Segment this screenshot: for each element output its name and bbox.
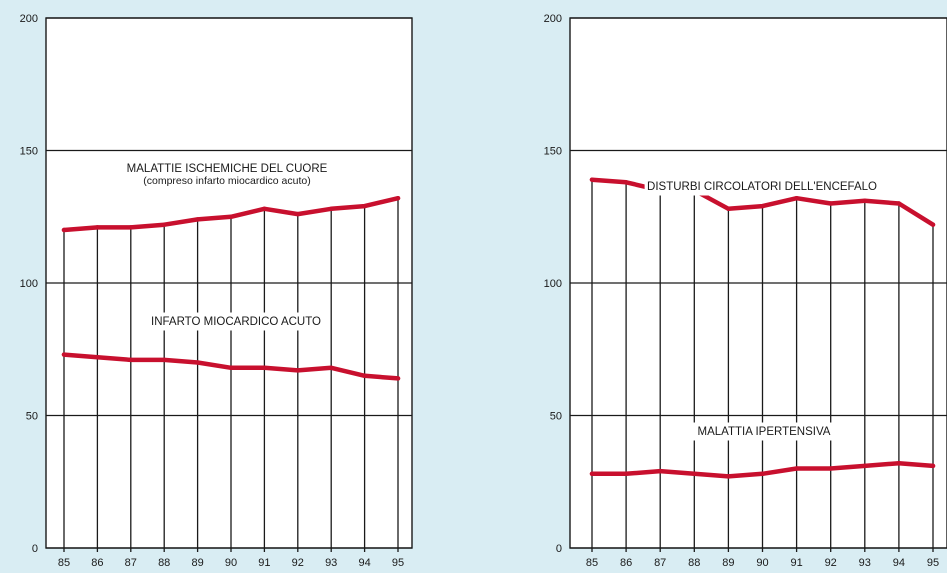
x-tick-label: 90 — [756, 557, 768, 569]
y-tick-label: 150 — [544, 146, 562, 158]
x-tick-label: 89 — [722, 557, 734, 569]
data-point — [794, 466, 799, 471]
data-point — [262, 365, 267, 370]
x-tick-label: 87 — [125, 557, 137, 569]
data-point — [195, 217, 200, 222]
y-tick-label: 100 — [544, 278, 562, 290]
data-point — [896, 201, 902, 206]
x-tick-label: 86 — [620, 557, 632, 569]
data-point — [162, 222, 167, 227]
annotation-text: DISTURBI CIRCOLATORI DELL'ENCEFALO — [647, 181, 877, 193]
data-point — [228, 365, 234, 370]
data-point — [395, 376, 401, 381]
data-point — [862, 198, 867, 204]
data-point — [589, 177, 595, 182]
data-point — [329, 365, 334, 370]
annotation-background — [116, 159, 338, 190]
x-tick-label: 90 — [225, 557, 237, 569]
annotation-text: (compreso infarto miocardico acuto) — [143, 175, 310, 187]
x-tick-label: 88 — [688, 557, 700, 569]
plot-frame — [569, 17, 947, 549]
x-tick-label: 89 — [191, 557, 203, 569]
x-tick-label: 92 — [825, 557, 837, 569]
plot-frame — [45, 17, 413, 549]
annotation-1: MALATTIE ISCHEMICHE DEL CUORE(compreso i… — [116, 159, 338, 190]
y-tick-label: 150 — [20, 146, 38, 158]
chart-1: 0 50 100 150 200 85 86 87 88 89 90 91 92 93 94 95 MALATT… — [20, 13, 413, 569]
x-tick-label: 93 — [325, 557, 337, 569]
x-tick-label: 94 — [893, 557, 905, 569]
annotation-2: MALATTIA IPERTENSIVA — [693, 422, 835, 441]
annotation-text: MALATTIA IPERTENSIVA — [698, 426, 831, 438]
data-point — [61, 227, 67, 233]
annotation-text: INFARTO MIOCARDICO ACUTO — [151, 316, 321, 328]
x-tick-label: 85 — [58, 557, 70, 569]
data-point — [128, 357, 133, 363]
data-point — [95, 225, 100, 230]
data-point — [329, 206, 334, 211]
y-tick-label: 200 — [544, 13, 562, 25]
annotation-background — [151, 312, 321, 331]
data-point — [362, 203, 367, 209]
data-point — [95, 355, 100, 360]
data-point — [692, 471, 697, 476]
x-tick-label: 85 — [586, 557, 598, 569]
annotation-background — [644, 177, 880, 196]
x-tick-label: 87 — [654, 557, 666, 569]
data-point — [623, 471, 629, 476]
data-point — [295, 368, 300, 373]
y-tick-label: 100 — [20, 278, 38, 290]
annotation-2: INFARTO MIOCARDICO ACUTO — [151, 312, 321, 331]
y-tick-label: 0 — [32, 543, 38, 555]
data-point — [930, 222, 936, 227]
annotation-text: MALATTIE ISCHEMICHE DEL CUORE — [127, 163, 328, 175]
x-tick-label: 86 — [91, 557, 103, 569]
x-tick-label: 92 — [292, 557, 304, 569]
data-point — [623, 180, 629, 185]
data-point — [896, 461, 902, 466]
data-point — [760, 203, 765, 209]
x-tick-label: 93 — [859, 557, 871, 569]
data-point — [930, 463, 936, 469]
y-tick-label: 200 — [20, 13, 38, 25]
data-point — [589, 471, 595, 476]
data-point — [658, 468, 663, 474]
x-tick-label: 88 — [158, 557, 170, 569]
data-point — [794, 196, 799, 201]
data-point — [760, 471, 765, 476]
chart-2: 0 50 100 150 200 85 86 87 88 89 90 91 92 93 94 95 DISTUR… — [544, 13, 947, 569]
data-point — [262, 206, 267, 211]
data-point — [128, 225, 133, 230]
data-point — [828, 201, 833, 206]
data-point — [726, 474, 731, 479]
y-tick-label: 50 — [26, 411, 38, 423]
x-tick-label: 95 — [927, 557, 939, 569]
x-tick-label: 95 — [392, 557, 404, 569]
x-tick-label: 91 — [258, 557, 270, 569]
data-point — [228, 214, 234, 219]
data-point — [61, 352, 67, 357]
data-point — [726, 206, 731, 211]
data-point — [362, 373, 367, 378]
data-point — [828, 466, 833, 471]
x-tick-label: 91 — [790, 557, 802, 569]
y-tick-label: 50 — [550, 411, 562, 423]
x-tick-label: 94 — [358, 557, 370, 569]
data-point — [295, 211, 300, 217]
data-point — [862, 463, 867, 469]
data-point — [395, 196, 401, 201]
y-tick-label: 0 — [556, 543, 562, 555]
annotation-1: DISTURBI CIRCOLATORI DELL'ENCEFALO — [644, 177, 880, 196]
data-point — [195, 360, 200, 365]
annotation-background — [693, 422, 835, 441]
data-point — [162, 357, 167, 363]
